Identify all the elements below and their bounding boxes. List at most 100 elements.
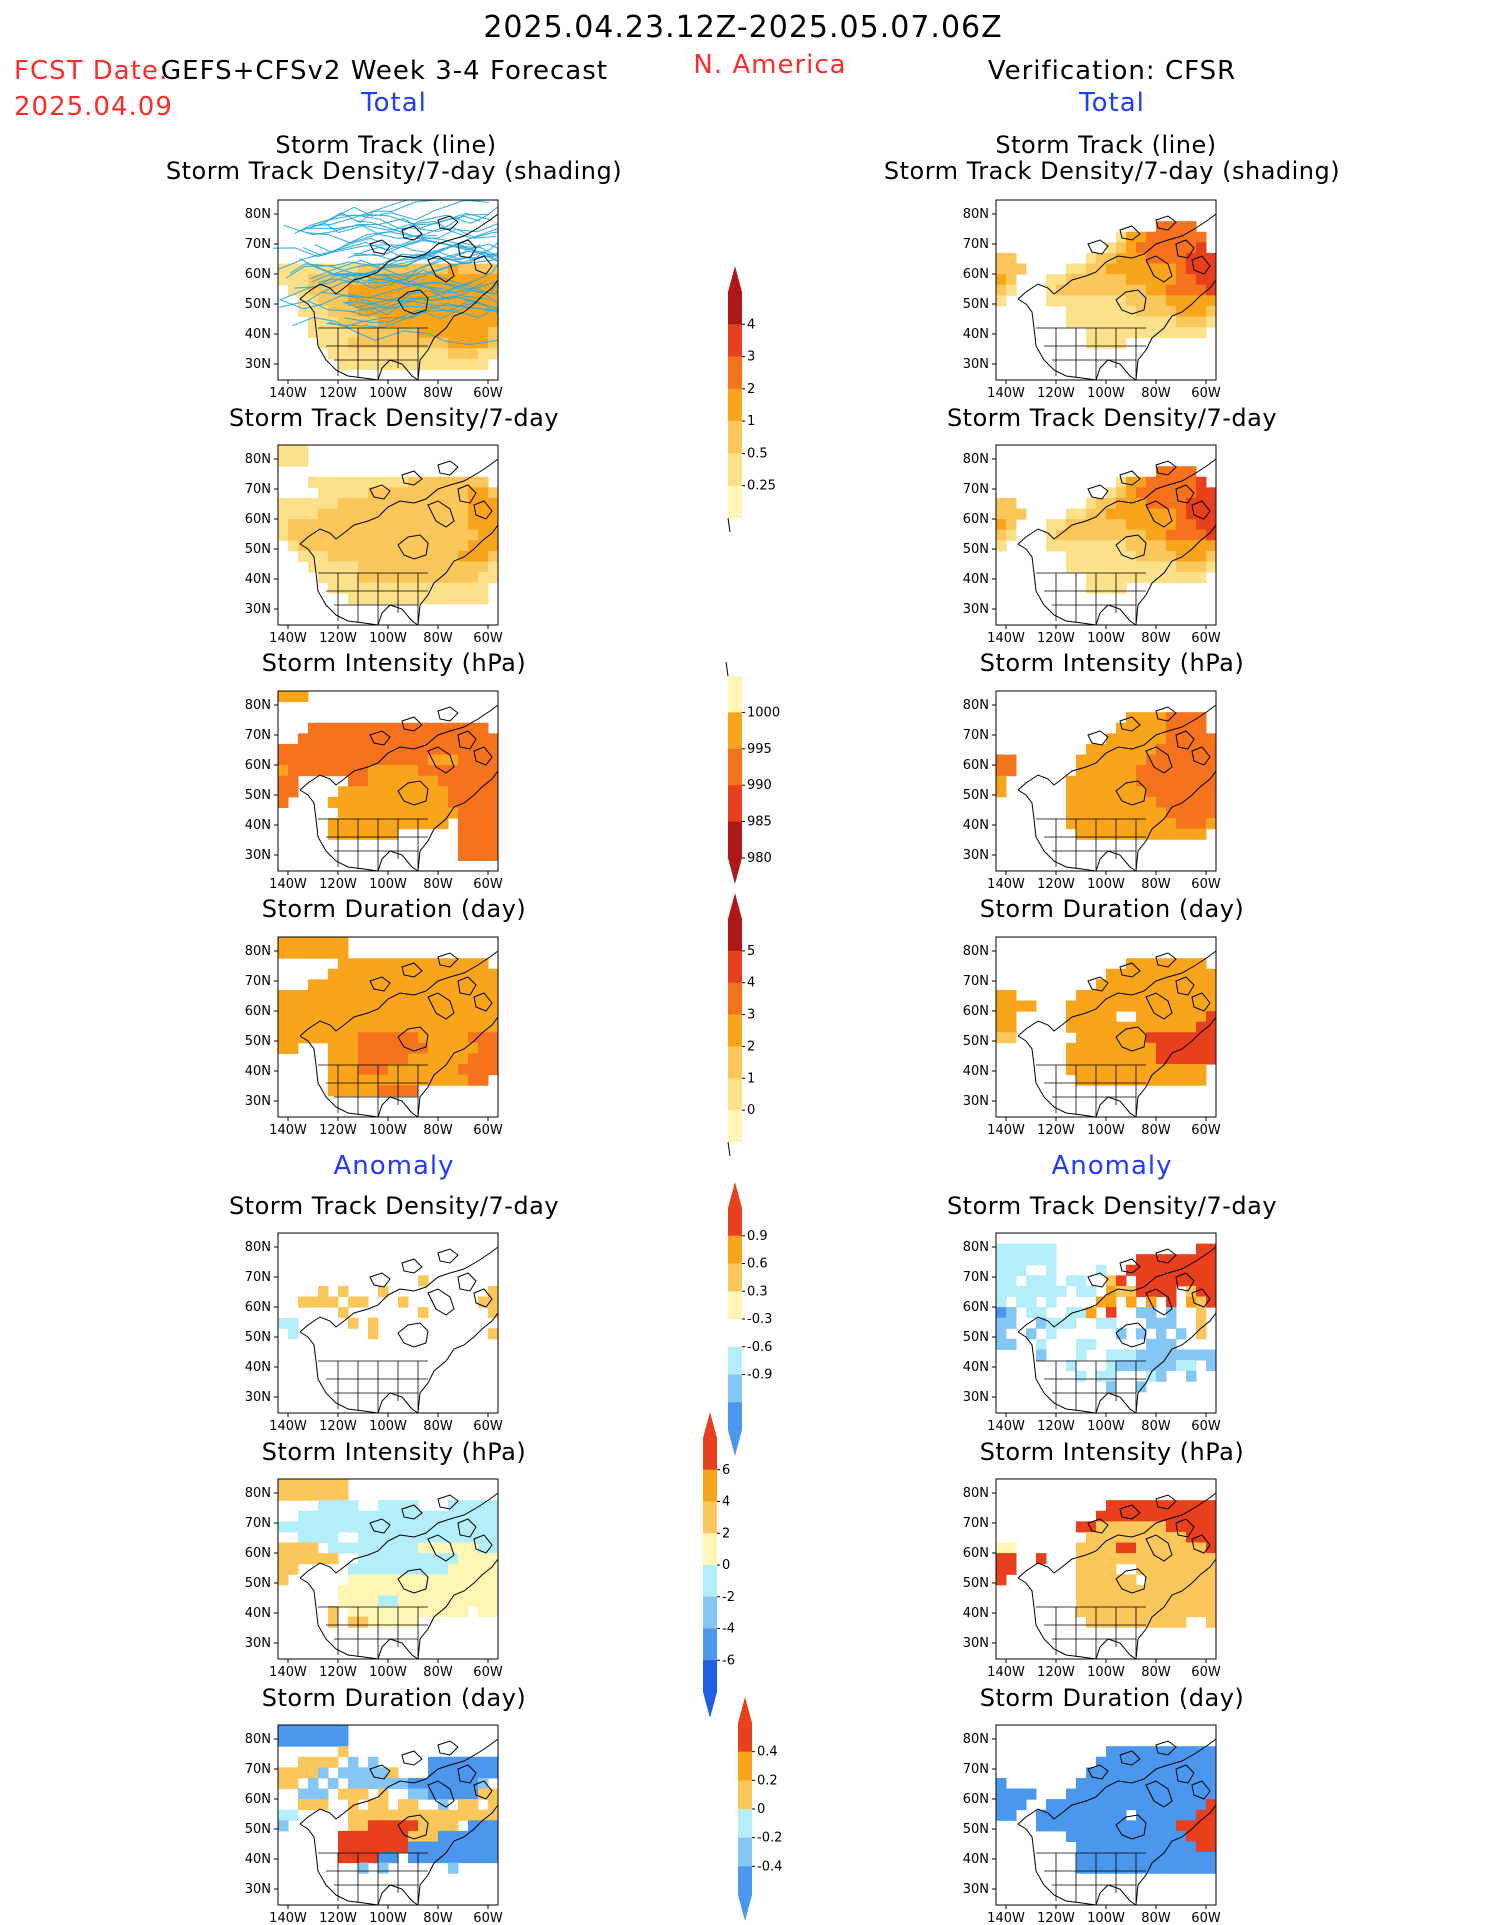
- data-cell: [318, 561, 329, 573]
- data-cell: [1156, 1264, 1167, 1276]
- data-cell: [318, 508, 329, 520]
- data-cell: [1136, 1264, 1147, 1276]
- data-cell: [1146, 295, 1157, 307]
- data-cell: [1116, 508, 1127, 520]
- data-cell: [398, 284, 409, 296]
- data-cell: [338, 979, 349, 991]
- data-cell: [1066, 1799, 1077, 1811]
- data-cell: [358, 1830, 369, 1842]
- data-cell: [1146, 1574, 1157, 1586]
- data-cell: [278, 508, 289, 520]
- data-cell: [478, 1852, 489, 1864]
- data-cell: [448, 1064, 459, 1076]
- data-cell: [438, 572, 449, 584]
- data-cell: [288, 497, 299, 510]
- data-cell: [1126, 1616, 1137, 1628]
- data-cell: [398, 327, 409, 339]
- data-cell: [996, 1032, 1007, 1044]
- lat-tick-label: 70N: [245, 1516, 271, 1531]
- data-cell: [996, 786, 1007, 798]
- data-cell: [458, 849, 469, 861]
- data-cell: [1166, 1000, 1177, 1012]
- lon-tick-label: 100W: [1087, 386, 1125, 401]
- data-cell: [328, 1616, 339, 1628]
- data-cell: [448, 968, 459, 980]
- data-cell: [1086, 1338, 1097, 1350]
- data-cell: [478, 327, 489, 339]
- data-cell: [378, 1799, 389, 1811]
- coastline: [1017, 1823, 1097, 1906]
- data-cell: [378, 1553, 389, 1565]
- data-cell: [1116, 1000, 1127, 1012]
- data-cell: [348, 284, 359, 296]
- data-cell: [338, 1285, 349, 1298]
- data-cell: [1126, 1000, 1137, 1012]
- data-cell: [418, 476, 429, 488]
- data-cell: [478, 796, 489, 808]
- lat-tick-label: 30N: [245, 357, 271, 372]
- data-cell: [1086, 1053, 1097, 1065]
- data-cell: [278, 497, 289, 510]
- data-cell: [1126, 1349, 1137, 1361]
- data-cell: [478, 593, 489, 605]
- data-cell: [1096, 1264, 1107, 1276]
- data-cell: [1146, 550, 1157, 562]
- data-cell: [1186, 1830, 1197, 1842]
- coastline: [1155, 460, 1177, 476]
- data-cell: [1076, 1307, 1087, 1319]
- data-cell: [328, 337, 339, 349]
- data-cell: [308, 529, 319, 541]
- data-cell: [1206, 1584, 1217, 1596]
- model-label: GEFS+CFSv2 Week 3-4 Forecast: [161, 56, 608, 86]
- data-cell: [1046, 284, 1057, 296]
- lon-tick-label: 120W: [319, 1911, 357, 1925]
- data-cell: [1096, 1788, 1107, 1800]
- data-cell: [338, 1042, 349, 1054]
- data-cell: [408, 1053, 419, 1065]
- data-cell: [368, 529, 379, 541]
- colorbar-label: 0.4: [757, 1745, 778, 1760]
- data-cell: [1096, 1862, 1107, 1874]
- data-cell: [1136, 561, 1147, 573]
- coastline: [401, 1258, 423, 1274]
- data-cell: [1096, 828, 1107, 840]
- colorbar-segment: [738, 1723, 752, 1752]
- data-cell: [378, 327, 389, 339]
- data-cell: [338, 1841, 349, 1853]
- lon-tick-label: 140W: [987, 877, 1025, 892]
- data-cell: [348, 519, 359, 531]
- data-cell: [996, 1317, 1007, 1329]
- data-cell: [378, 1531, 389, 1544]
- lat-tick-label: 50N: [245, 1034, 271, 1049]
- data-cell: [468, 1830, 479, 1842]
- data-cell: [1086, 582, 1097, 594]
- data-cell: [318, 316, 329, 328]
- coastline: [1119, 716, 1141, 732]
- coastline: [1155, 1494, 1177, 1510]
- data-cell: [1126, 733, 1137, 745]
- data-cell: [378, 572, 389, 584]
- data-cell: [1126, 295, 1137, 307]
- data-cell: [348, 1852, 359, 1864]
- data-cell: [378, 1053, 389, 1065]
- lon-tick-label: 120W: [1037, 631, 1075, 646]
- data-cell: [996, 540, 1007, 552]
- data-cell: [388, 968, 399, 980]
- data-cell: [388, 1820, 399, 1832]
- coastline: [1119, 1750, 1141, 1766]
- data-cell: [478, 561, 489, 573]
- data-cell: [1106, 519, 1117, 531]
- data-cell: [368, 476, 379, 488]
- data-cell: [1066, 1042, 1077, 1054]
- data-cell: [378, 1777, 389, 1790]
- colorbar-label: -6: [722, 1653, 735, 1668]
- data-cell: [1136, 274, 1147, 286]
- data-cell: [1096, 1767, 1107, 1779]
- data-cell: [1076, 274, 1087, 286]
- data-cell: [1136, 968, 1147, 980]
- data-cell: [1126, 1841, 1137, 1853]
- data-cell: [1116, 1788, 1127, 1800]
- data-cell: [438, 327, 449, 339]
- data-cell: [488, 1809, 499, 1821]
